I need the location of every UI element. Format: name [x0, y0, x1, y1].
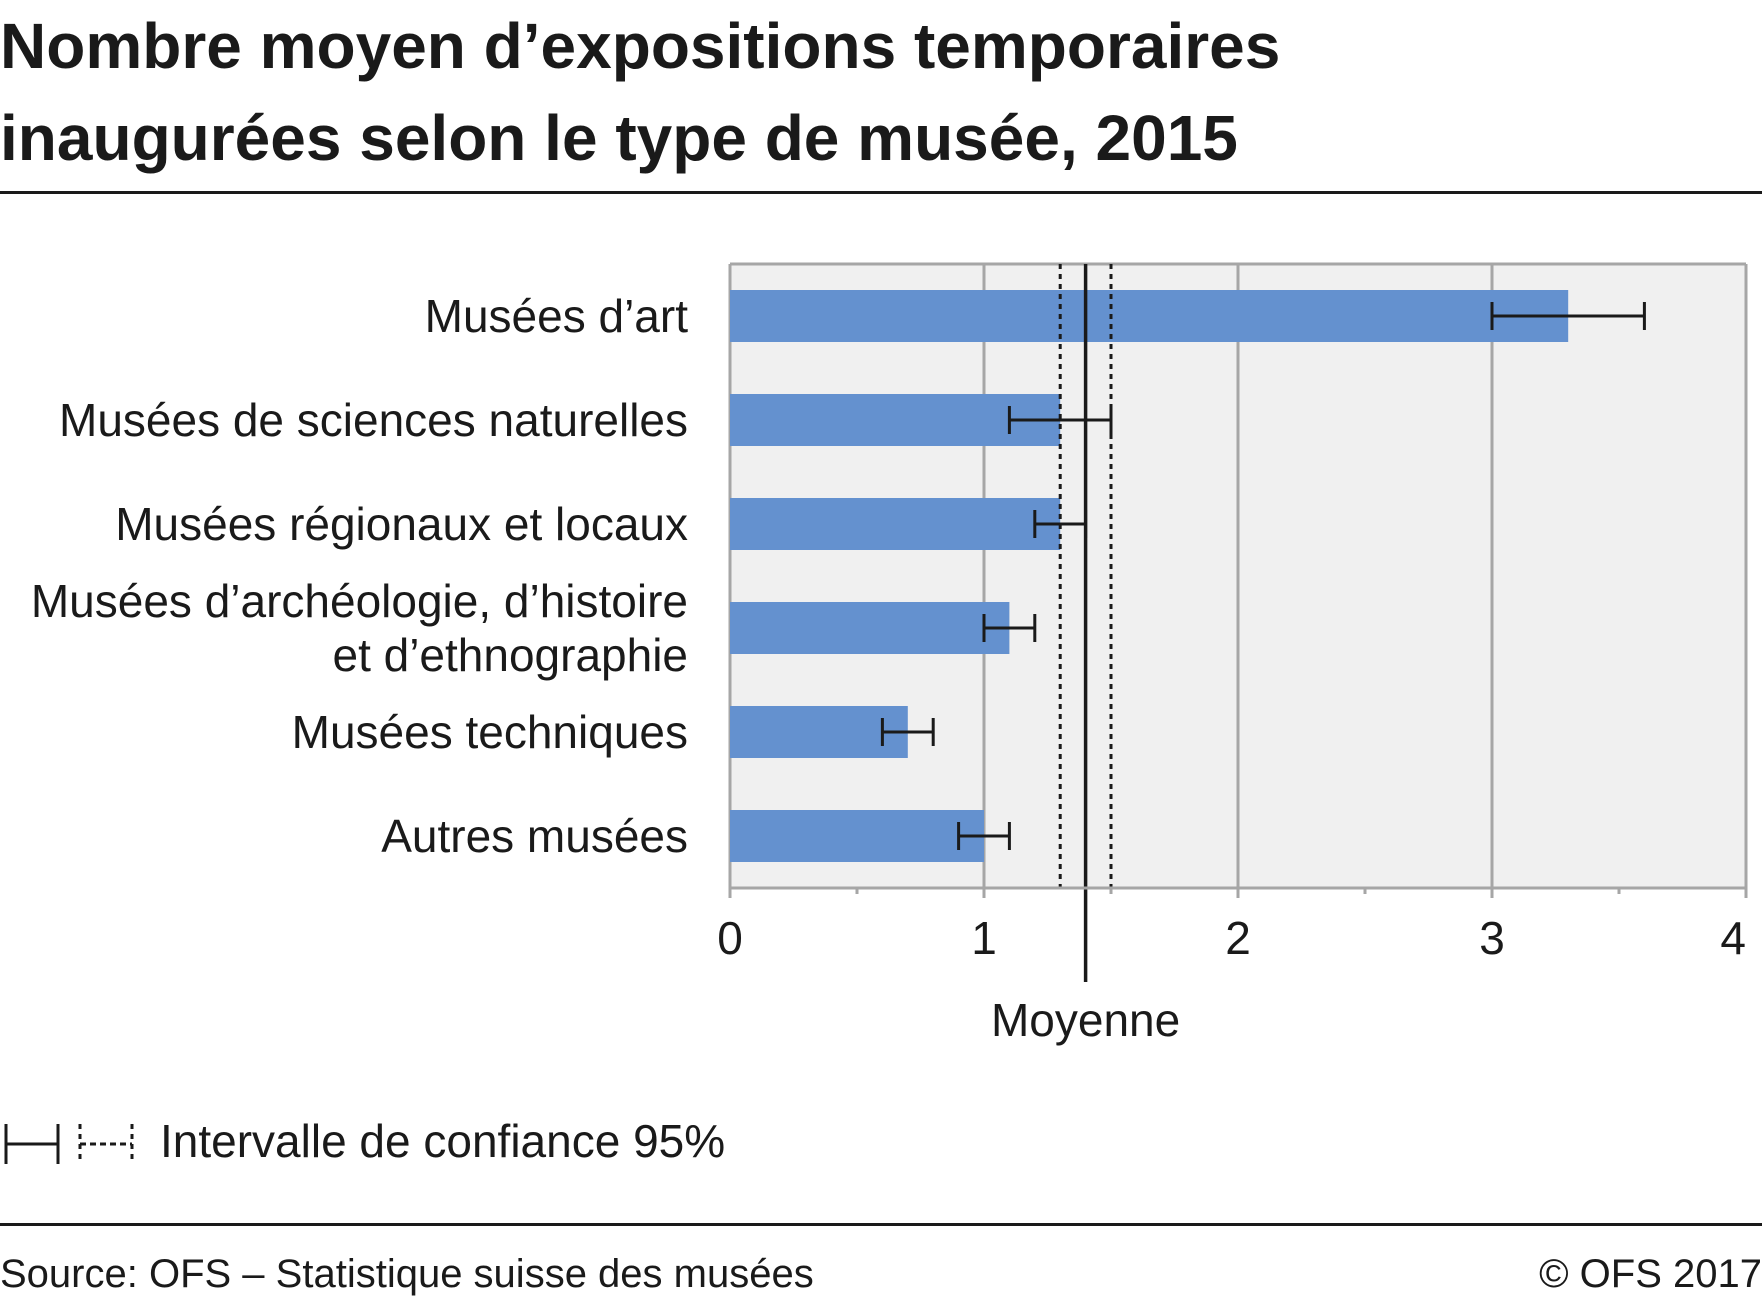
category-label-0-line-0: Musées d’art [425, 290, 689, 342]
bar-1 [730, 394, 1061, 446]
x-tick-label-2: 2 [1225, 912, 1251, 964]
category-label-5-line-0: Autres musées [381, 810, 688, 862]
legend-label: Intervalle de confiance 95% [160, 1115, 726, 1167]
source-note: Source: OFS – Statistique suisse des mus… [0, 1252, 814, 1296]
mean-label: Moyenne [991, 994, 1180, 1046]
confidence-interval-legend-icon [4, 1124, 134, 1164]
x-tick-label-3: 3 [1479, 912, 1505, 964]
category-label-5: Autres musées [381, 810, 688, 862]
category-label-1-line-0: Musées de sciences naturelles [59, 394, 688, 446]
chart-title: Nombre moyen d’expositions temporaires i… [0, 0, 1500, 184]
title-divider [0, 191, 1762, 194]
category-label-2-line-0: Musées régionaux et locaux [115, 498, 688, 550]
footer-divider [0, 1223, 1762, 1226]
category-label-4: Musées techniques [292, 706, 688, 758]
category-label-4-line-0: Musées techniques [292, 706, 688, 758]
category-label-3: Musées d’archéologie, d’histoire et d’eth… [31, 575, 688, 681]
bar-2 [730, 498, 1061, 550]
bar-chart: Musées d’art Musées de sciences naturelle… [31, 262, 1748, 1046]
category-label-3-line-1: et d’ethnographie [332, 629, 688, 681]
x-tick-label-0: 0 [717, 912, 743, 964]
copyright-note: © OFS 2017 [1539, 1252, 1762, 1296]
category-label-0: Musées d’art [425, 290, 689, 342]
x-tick-label-4: 4 [1720, 912, 1746, 964]
chart-title-line-2: inaugurées selon le type de musée, 2015 [0, 102, 1238, 174]
category-label-2: Musées régionaux et locaux [115, 498, 688, 550]
category-label-1: Musées de sciences naturelles [59, 394, 688, 446]
category-label-3-line-0: Musées d’archéologie, d’histoire [31, 575, 688, 627]
bar-3 [730, 602, 1010, 654]
bar-5 [730, 810, 984, 862]
x-tick-label-1: 1 [971, 912, 997, 964]
bar-4 [730, 706, 908, 758]
chart-title-line-1: Nombre moyen d’expositions temporaires [0, 10, 1281, 82]
bar-0 [730, 290, 1569, 342]
